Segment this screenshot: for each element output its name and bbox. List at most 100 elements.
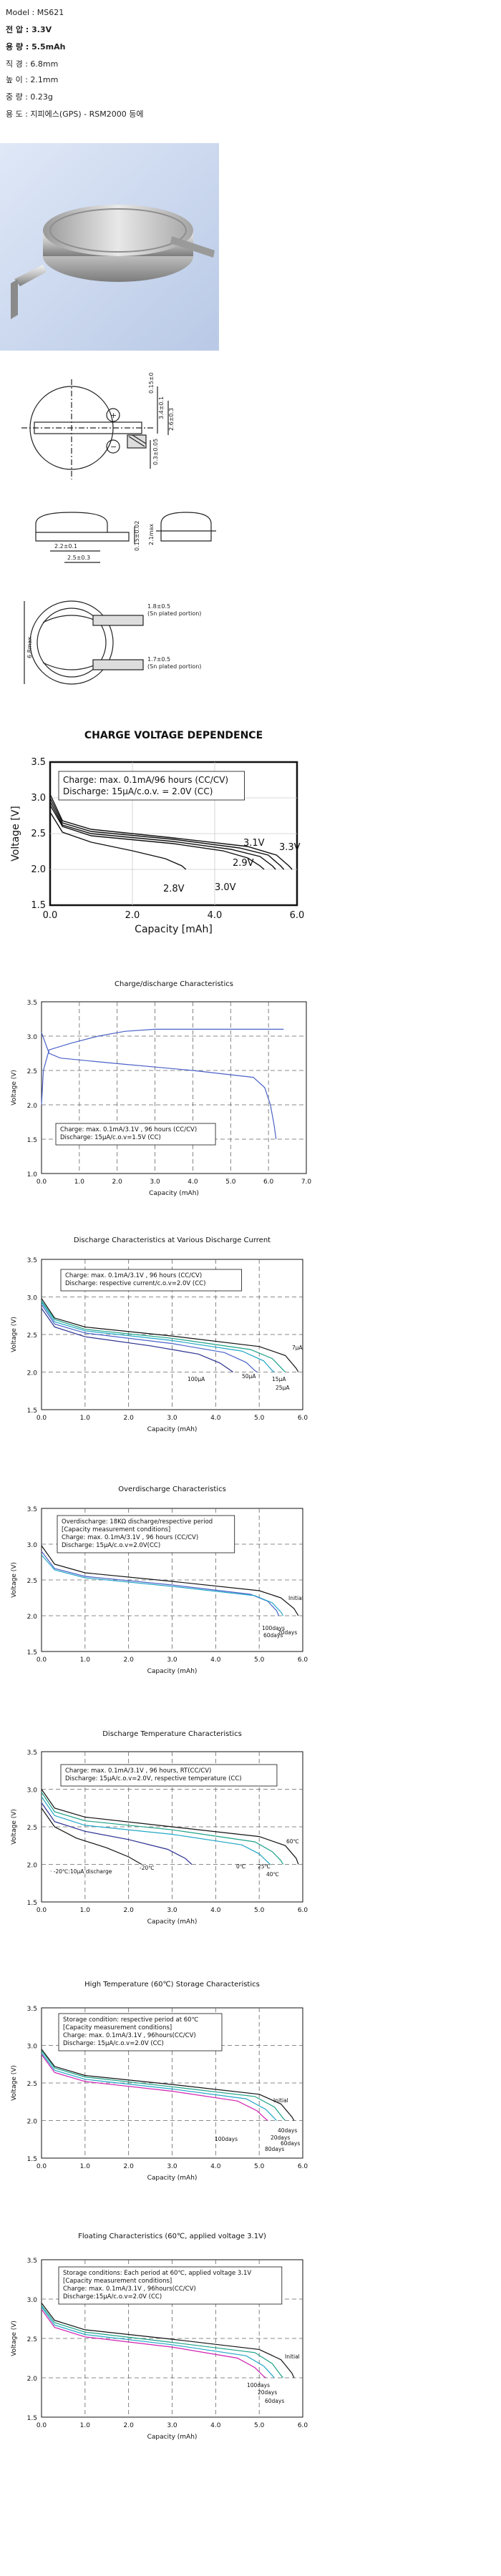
x-tick-label: 5.0: [254, 2422, 265, 2429]
x-tick-label: 6.0: [298, 2163, 308, 2170]
y-tick-label: 1.5: [27, 1137, 37, 1144]
y-tick-label: 1.5: [27, 2415, 37, 2422]
x-tick-label: 4.0: [210, 2163, 221, 2170]
dim-5: 2.2±0.1: [54, 543, 77, 550]
x-tick-label: 6.0: [290, 910, 305, 921]
legend-box: [55, 1123, 216, 1146]
tab-left: [14, 265, 47, 286]
series-annotation: 20days: [278, 1629, 297, 1636]
series-line-1: [49, 797, 285, 870]
legend-line: Storage conditions: Each period at 60℃, …: [63, 2270, 251, 2277]
x-tick-label: 0.0: [37, 1179, 47, 1186]
dim-2: 3.4±0.1: [158, 396, 165, 419]
y-tick-label: 1.5: [27, 1900, 37, 1907]
y-tick-label: 3.5: [27, 1506, 37, 1513]
x-tick-label: 7.0: [301, 1179, 312, 1186]
legend-line: Charge: max. 0.1mA/96 hours (CC/CV): [63, 775, 228, 785]
x-tick-label: 3.0: [167, 2422, 177, 2429]
legend-line: Charge: max. 0.1mA/3.1V , 96 hours (CC/C…: [62, 1534, 198, 1541]
y-tick-label: 2.5: [27, 1068, 37, 1075]
x-tick-label: 4.0: [210, 1657, 221, 1664]
y-axis-label: Voltage (V): [11, 1562, 18, 1598]
y-tick-label: 3.0: [27, 2297, 38, 2304]
y-tick-label: 2.5: [31, 829, 46, 839]
series-line-0: [41, 2303, 295, 2379]
x-tick-label: 1.0: [80, 1657, 91, 1664]
series-annotation: 15µA: [272, 1376, 286, 1382]
chart-charge-discharge: Charge/discharge Characteristics 1.0 1.5 2.…: [11, 980, 312, 1197]
legend-line: Charge: max. 0.1mA/3.1V , 96hours(CC/CV): [63, 2032, 196, 2039]
y-tick-label: 1.5: [27, 1407, 37, 1415]
series-annotation: 50µA: [242, 1373, 256, 1380]
series-line-1: [41, 1551, 280, 1616]
y-tick-label: 2.5: [27, 1332, 37, 1340]
y-tick-label: 3.0: [27, 1542, 38, 1549]
y-tick-label: 3.0: [27, 1295, 38, 1302]
x-axis-label: Capacity (mAh): [147, 1918, 198, 1926]
series-annotation: 80days: [265, 2146, 284, 2152]
y-axis-label: Voltage (V): [11, 2321, 18, 2356]
series-annotation: 40days: [278, 2127, 297, 2134]
y-tick-label: 3.5: [27, 1000, 37, 1007]
chart-discharge-current: Discharge Characteristics at Various Dis…: [11, 1236, 308, 1433]
chart-floating: Floating Characteristics (60℃, applied v…: [11, 2233, 308, 2441]
series-line-2: [41, 2306, 275, 2379]
series-annotation: 2.8V: [163, 884, 185, 894]
legend-line: Discharge: respective current/c.o.v=2.0V…: [65, 1280, 205, 1287]
series-line-0: [41, 1028, 284, 1106]
legend-box: [57, 1515, 235, 1553]
series-annotation: 3.3V: [279, 842, 301, 853]
series-annotation: 60℃: [286, 1838, 299, 1845]
series-line-2: [49, 801, 276, 870]
legend-line: Discharge:15µA/c.o.v=2.0V (CC): [63, 2293, 162, 2301]
legend-line: Discharge: 15µA/c.o.v=1.5V (CC): [60, 1134, 161, 1141]
series-line-1: [41, 2305, 284, 2379]
x-axis-label: Capacity (mAh): [147, 2175, 198, 2182]
spec-line: 용 량 : 5.5mAh: [6, 42, 66, 52]
series-annotation: · -20℃:10µA discharge: [50, 1868, 112, 1875]
y-tick-label: 3.0: [27, 1787, 38, 1795]
plus-sign: +: [110, 411, 117, 420]
series-annotation: 25℃: [258, 1863, 271, 1870]
y-tick-label: 2.5: [27, 2336, 37, 2343]
series-line-4: [41, 1307, 234, 1372]
series-annotation: 0℃: [236, 1863, 245, 1870]
x-tick-label: 1.0: [80, 1415, 91, 1422]
series-line-0: [41, 1545, 299, 1616]
x-tick-label: 1.0: [80, 1907, 91, 1914]
x-tick-label: 4.0: [210, 1415, 221, 1422]
dim-7: 0.15±0.02: [134, 521, 140, 551]
series-line-1: [41, 1300, 286, 1372]
series-line-3: [41, 2308, 266, 2379]
x-tick-label: 4.0: [210, 1907, 221, 1914]
legend-box: [60, 1764, 278, 1787]
series-line-0: [41, 1789, 299, 1865]
x-tick-label: 0.0: [37, 1415, 47, 1422]
series-annotation: 60days: [281, 2140, 300, 2147]
x-tick-label: 3.0: [167, 2163, 177, 2170]
spec-line: Model : MS621: [6, 8, 64, 17]
x-tick-label: 6.0: [298, 1907, 308, 1914]
x-tick-label: 6.0: [263, 1179, 274, 1186]
series-annotation: -20℃: [140, 1865, 155, 1871]
chart-high-temp-storage: High Temperature (60℃) Storage Character…: [11, 1981, 308, 2182]
minus-sign: −: [110, 442, 117, 452]
y-axis-label: Voltage (V): [11, 1317, 18, 1352]
x-tick-label: 0.0: [37, 2163, 47, 2170]
dim-9: 1.8±0.5: [147, 603, 170, 610]
y-tick-label: 3.5: [27, 1257, 37, 1264]
x-tick-label: 5.0: [254, 2163, 265, 2170]
x-tick-label: 2.0: [124, 1907, 135, 1914]
legend-line: [Capacity measurement conditions]: [63, 2278, 172, 2285]
x-tick-label: 2.0: [124, 2422, 135, 2429]
x-tick-label: 2.0: [125, 910, 140, 921]
legend-box: [58, 2266, 283, 2305]
series-annotation: 100days: [215, 2136, 238, 2142]
y-tick-label: 3.5: [31, 757, 46, 768]
series-line-3: [41, 1802, 193, 1865]
y-tick-label: 2.0: [27, 2376, 38, 2383]
series-line-0: [49, 794, 293, 870]
x-tick-label: 2.0: [124, 1657, 135, 1664]
x-tick-label: 0.0: [37, 2422, 47, 2429]
dim-11: 1.7±0.5: [147, 656, 170, 663]
